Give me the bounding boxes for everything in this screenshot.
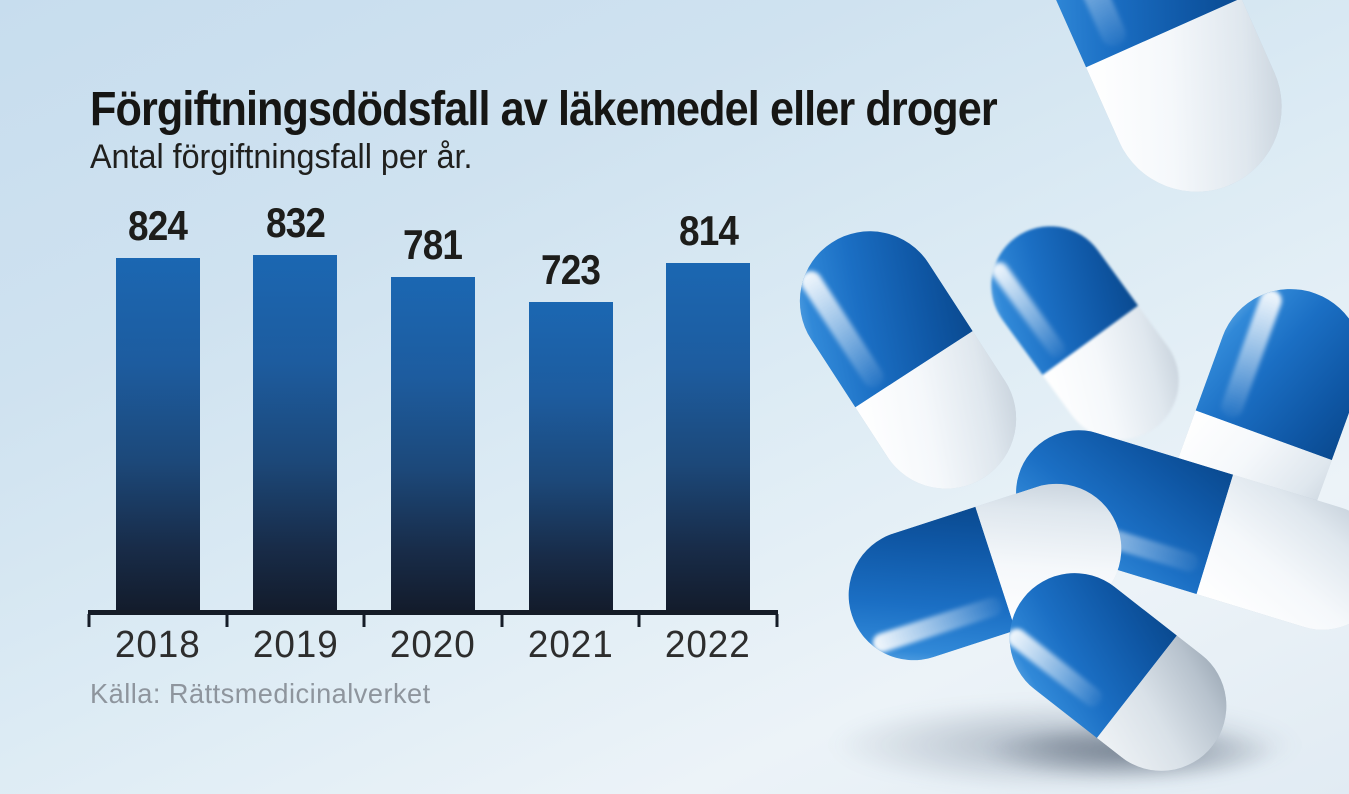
bar-2019	[253, 255, 338, 610]
bar-2021	[528, 302, 613, 610]
bar-2018	[115, 258, 200, 610]
axis-tick	[775, 614, 779, 627]
chart-subtitle: Antal förgiftningsfall per år.	[90, 138, 473, 176]
x-axis-labels: 2018 2019 2020 2021 2022	[89, 624, 777, 667]
axis-tick	[225, 614, 229, 627]
bar-slot-2018: 824	[89, 202, 227, 610]
axis-tick	[362, 614, 366, 627]
x-axis-line	[88, 610, 778, 615]
bar-slots: 824 832 781 723 814	[89, 0, 777, 610]
chart-title: Förgiftningsdödsfall av läkemedel eller …	[90, 83, 998, 136]
axis-tick	[500, 614, 504, 627]
value-label: 824	[128, 202, 188, 249]
x-axis-ticks	[87, 614, 779, 628]
source-credit: Källa: Rättsmedicinalverket	[90, 678, 431, 709]
bar-slot-2020: 781	[364, 221, 502, 610]
x-tick-label: 2018	[114, 624, 201, 666]
bar-slot-2021: 723	[502, 246, 640, 610]
bar-2020	[390, 277, 475, 610]
value-label: 814	[678, 207, 739, 254]
value-label: 723	[541, 246, 601, 293]
bar-2022	[666, 263, 751, 610]
bar-slot-2019: 832	[227, 199, 365, 610]
bar-slot-2022: 814	[639, 207, 777, 610]
x-tick-label: 2020	[390, 624, 476, 666]
axis-tick	[87, 614, 91, 627]
bar-chart: 824 832 781 723 814 2018 2019 2020 2021 2022	[87, 0, 779, 680]
pill-capsule	[1007, 0, 1309, 220]
x-tick-label: 2022	[665, 624, 752, 666]
value-label: 781	[403, 221, 463, 268]
x-tick-label: 2019	[252, 624, 339, 666]
axis-tick	[637, 614, 641, 627]
x-tick-label: 2021	[527, 624, 614, 666]
value-label: 832	[265, 199, 326, 246]
